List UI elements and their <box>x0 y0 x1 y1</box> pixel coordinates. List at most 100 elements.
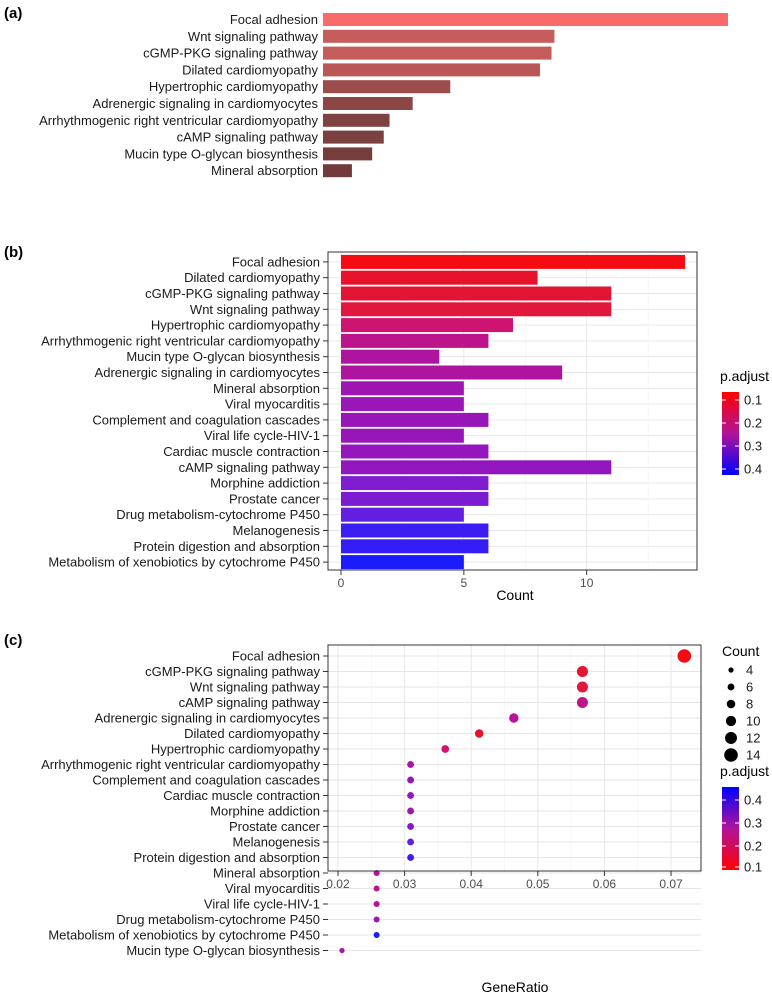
panel-b-bar <box>341 460 612 475</box>
panel-b-bar <box>341 523 489 538</box>
panel-c-category-label: Hypertrophic cardiomyopathy <box>151 742 321 757</box>
panel-c-legend-tick-label: 0.4 <box>744 793 762 808</box>
panel-a-bar <box>323 164 352 178</box>
panel-b-category-label: Protein digestion and absorption <box>134 539 320 554</box>
panel-b-category-label: Melanogenesis <box>233 523 321 538</box>
panel-c-category-label: Focal adhesion <box>232 649 320 664</box>
panel-a-bar <box>323 63 540 77</box>
panel-a-category-label: Wnt signaling pathway <box>188 29 319 44</box>
panel-c-point <box>407 792 415 799</box>
panel-c-x-tick-label: 0.02 <box>326 877 350 891</box>
panel-b-bar <box>341 412 489 427</box>
panel-c-plot-background <box>328 645 701 871</box>
panel-c-point <box>407 776 415 784</box>
panel-b-color-legend: p.adjust 0.1 0.2 0.3 0.4 <box>720 368 769 477</box>
panel-b-bar <box>341 555 464 570</box>
panel-b-legend-tick-label: 0.3 <box>744 439 762 454</box>
panel-c-point <box>373 916 380 923</box>
panel-b-bar <box>341 365 563 380</box>
panel-a: (a) Focal adhesion Wnt signaling pathway c… <box>4 5 728 178</box>
panel-b-plot-border <box>327 251 698 571</box>
panel-c-gridlines <box>328 645 701 951</box>
panel-c-point <box>407 854 415 861</box>
panel-c-category-label: Cardiac muscle contraction <box>163 788 320 803</box>
panel-b-category-label: cGMP-PKG signaling pathway <box>145 286 320 301</box>
panel-c-category-label: Complement and coagulation cascades <box>92 773 320 788</box>
panel-c-size-legend-dot <box>728 667 734 673</box>
panel-a-category-label: cGMP-PKG signaling pathway <box>143 46 318 61</box>
panel-b-category-label: Cardiac muscle contraction <box>163 444 320 459</box>
panel-c-size-legend-dot <box>725 732 737 744</box>
panel-b-category-label: Adrenergic signaling in cardiomyocytes <box>95 365 321 380</box>
panel-b-bar <box>341 397 464 412</box>
panel-c-size-legend-dot <box>725 715 737 727</box>
panel-c-point <box>509 713 519 723</box>
panel-c-size-legend-dot <box>726 699 736 709</box>
panel-b-category-label: Prostate cancer <box>229 491 321 506</box>
panel-b-bar <box>341 286 612 301</box>
panel-b-bar <box>341 349 440 364</box>
panel-c-color-legend: p.adjust 0.4 0.3 0.2 0.1 <box>720 763 769 875</box>
panel-b-x-tick-label: 10 <box>580 576 594 590</box>
panel-label-c: (c) <box>4 632 22 649</box>
panel-c-category-label: Protein digestion and absorption <box>134 850 320 865</box>
panel-b-legend-ticks: 0.1 0.2 0.3 0.4 <box>722 393 762 477</box>
panel-c-point <box>576 696 588 709</box>
panel-b-bar <box>341 381 464 396</box>
panel-b-bar <box>341 428 464 443</box>
panel-c-point <box>677 649 692 663</box>
panel-b-category-label: Complement and coagulation cascades <box>92 412 320 427</box>
panel-b-bar <box>341 539 489 554</box>
panel-c-x-axis-title: GeneRatio <box>482 979 549 995</box>
panel-c-x-tick-label: 0.05 <box>526 877 550 891</box>
panel-label-a: (a) <box>4 5 22 22</box>
panel-b-legend-colorbar <box>722 392 739 475</box>
panel-b-legend-tick-label: 0.4 <box>744 462 762 477</box>
panel-a-category-label: cAMP signaling pathway <box>177 130 319 145</box>
panel-b-bar <box>341 491 489 506</box>
panel-c-points <box>339 649 692 954</box>
panel-b-category-label: Dilated cardiomyopathy <box>184 270 320 285</box>
panel-b-category-label: Viral life cycle-HIV-1 <box>204 428 320 443</box>
panel-c-category-label: Drug metabolism-cytochrome P450 <box>116 912 320 927</box>
panel-c-size-legend-dot <box>724 748 738 762</box>
panel-b-legend-title: p.adjust <box>720 368 769 384</box>
panel-b-bar <box>341 302 612 317</box>
panel-c-point <box>576 665 588 678</box>
panel-a-category-label: Mucin type O-glycan biosynthesis <box>124 146 318 161</box>
panel-b-category-label: Mineral absorption <box>213 381 320 396</box>
panel-c-legend-tick-label: 0.3 <box>744 816 762 831</box>
panel-c-category-label: Melanogenesis <box>233 835 321 850</box>
panel-c-point <box>339 947 345 954</box>
panel-c-size-legend-label: 14 <box>746 748 760 763</box>
panel-c-x-tick-label: 0.07 <box>659 877 683 891</box>
panel-c-size-legend-dot <box>727 683 735 691</box>
panel-c-point <box>474 729 484 738</box>
panel-c-point <box>373 931 380 939</box>
panel-c-size-legend: Count 4 6 8 10 12 14 <box>722 643 760 763</box>
panel-b-bar <box>341 254 685 269</box>
panel-b-category-label: Viral myocarditis <box>225 397 321 412</box>
panel-c-legend-colorbar <box>722 787 739 870</box>
panel-c-category-label: Mucin type O-glycan biosynthesis <box>126 943 320 958</box>
panel-b-bar <box>341 318 513 333</box>
panel-c-size-legend-label: 6 <box>746 680 753 695</box>
panel-b-x-axis-title: Count <box>496 587 533 603</box>
panel-b-legend-tick-label: 0.1 <box>744 393 762 408</box>
panel-b-bar <box>341 476 489 491</box>
panel-c-point <box>373 900 380 908</box>
panel-a-category-label: Focal adhesion <box>230 12 318 27</box>
panel-c-x-tick-label: 0.03 <box>393 877 417 891</box>
panel-a-bar <box>323 80 451 94</box>
panel-c-category-label: Wnt signaling pathway <box>190 680 321 695</box>
panel-a-bar <box>323 130 384 144</box>
panel-b-bar <box>341 444 489 459</box>
panel-c-x-ticks: 0.02 0.03 0.04 0.05 0.06 0.07 <box>326 871 683 891</box>
panel-c-point <box>576 681 588 693</box>
panel-c-color-legend-title: p.adjust <box>720 763 769 779</box>
panel-c-x-tick-label: 0.04 <box>460 877 484 891</box>
panel-b-category-label: Metabolism of xenobiotics by cytochrome … <box>48 555 320 570</box>
panel-c-legend-tick-label: 0.1 <box>744 860 762 875</box>
